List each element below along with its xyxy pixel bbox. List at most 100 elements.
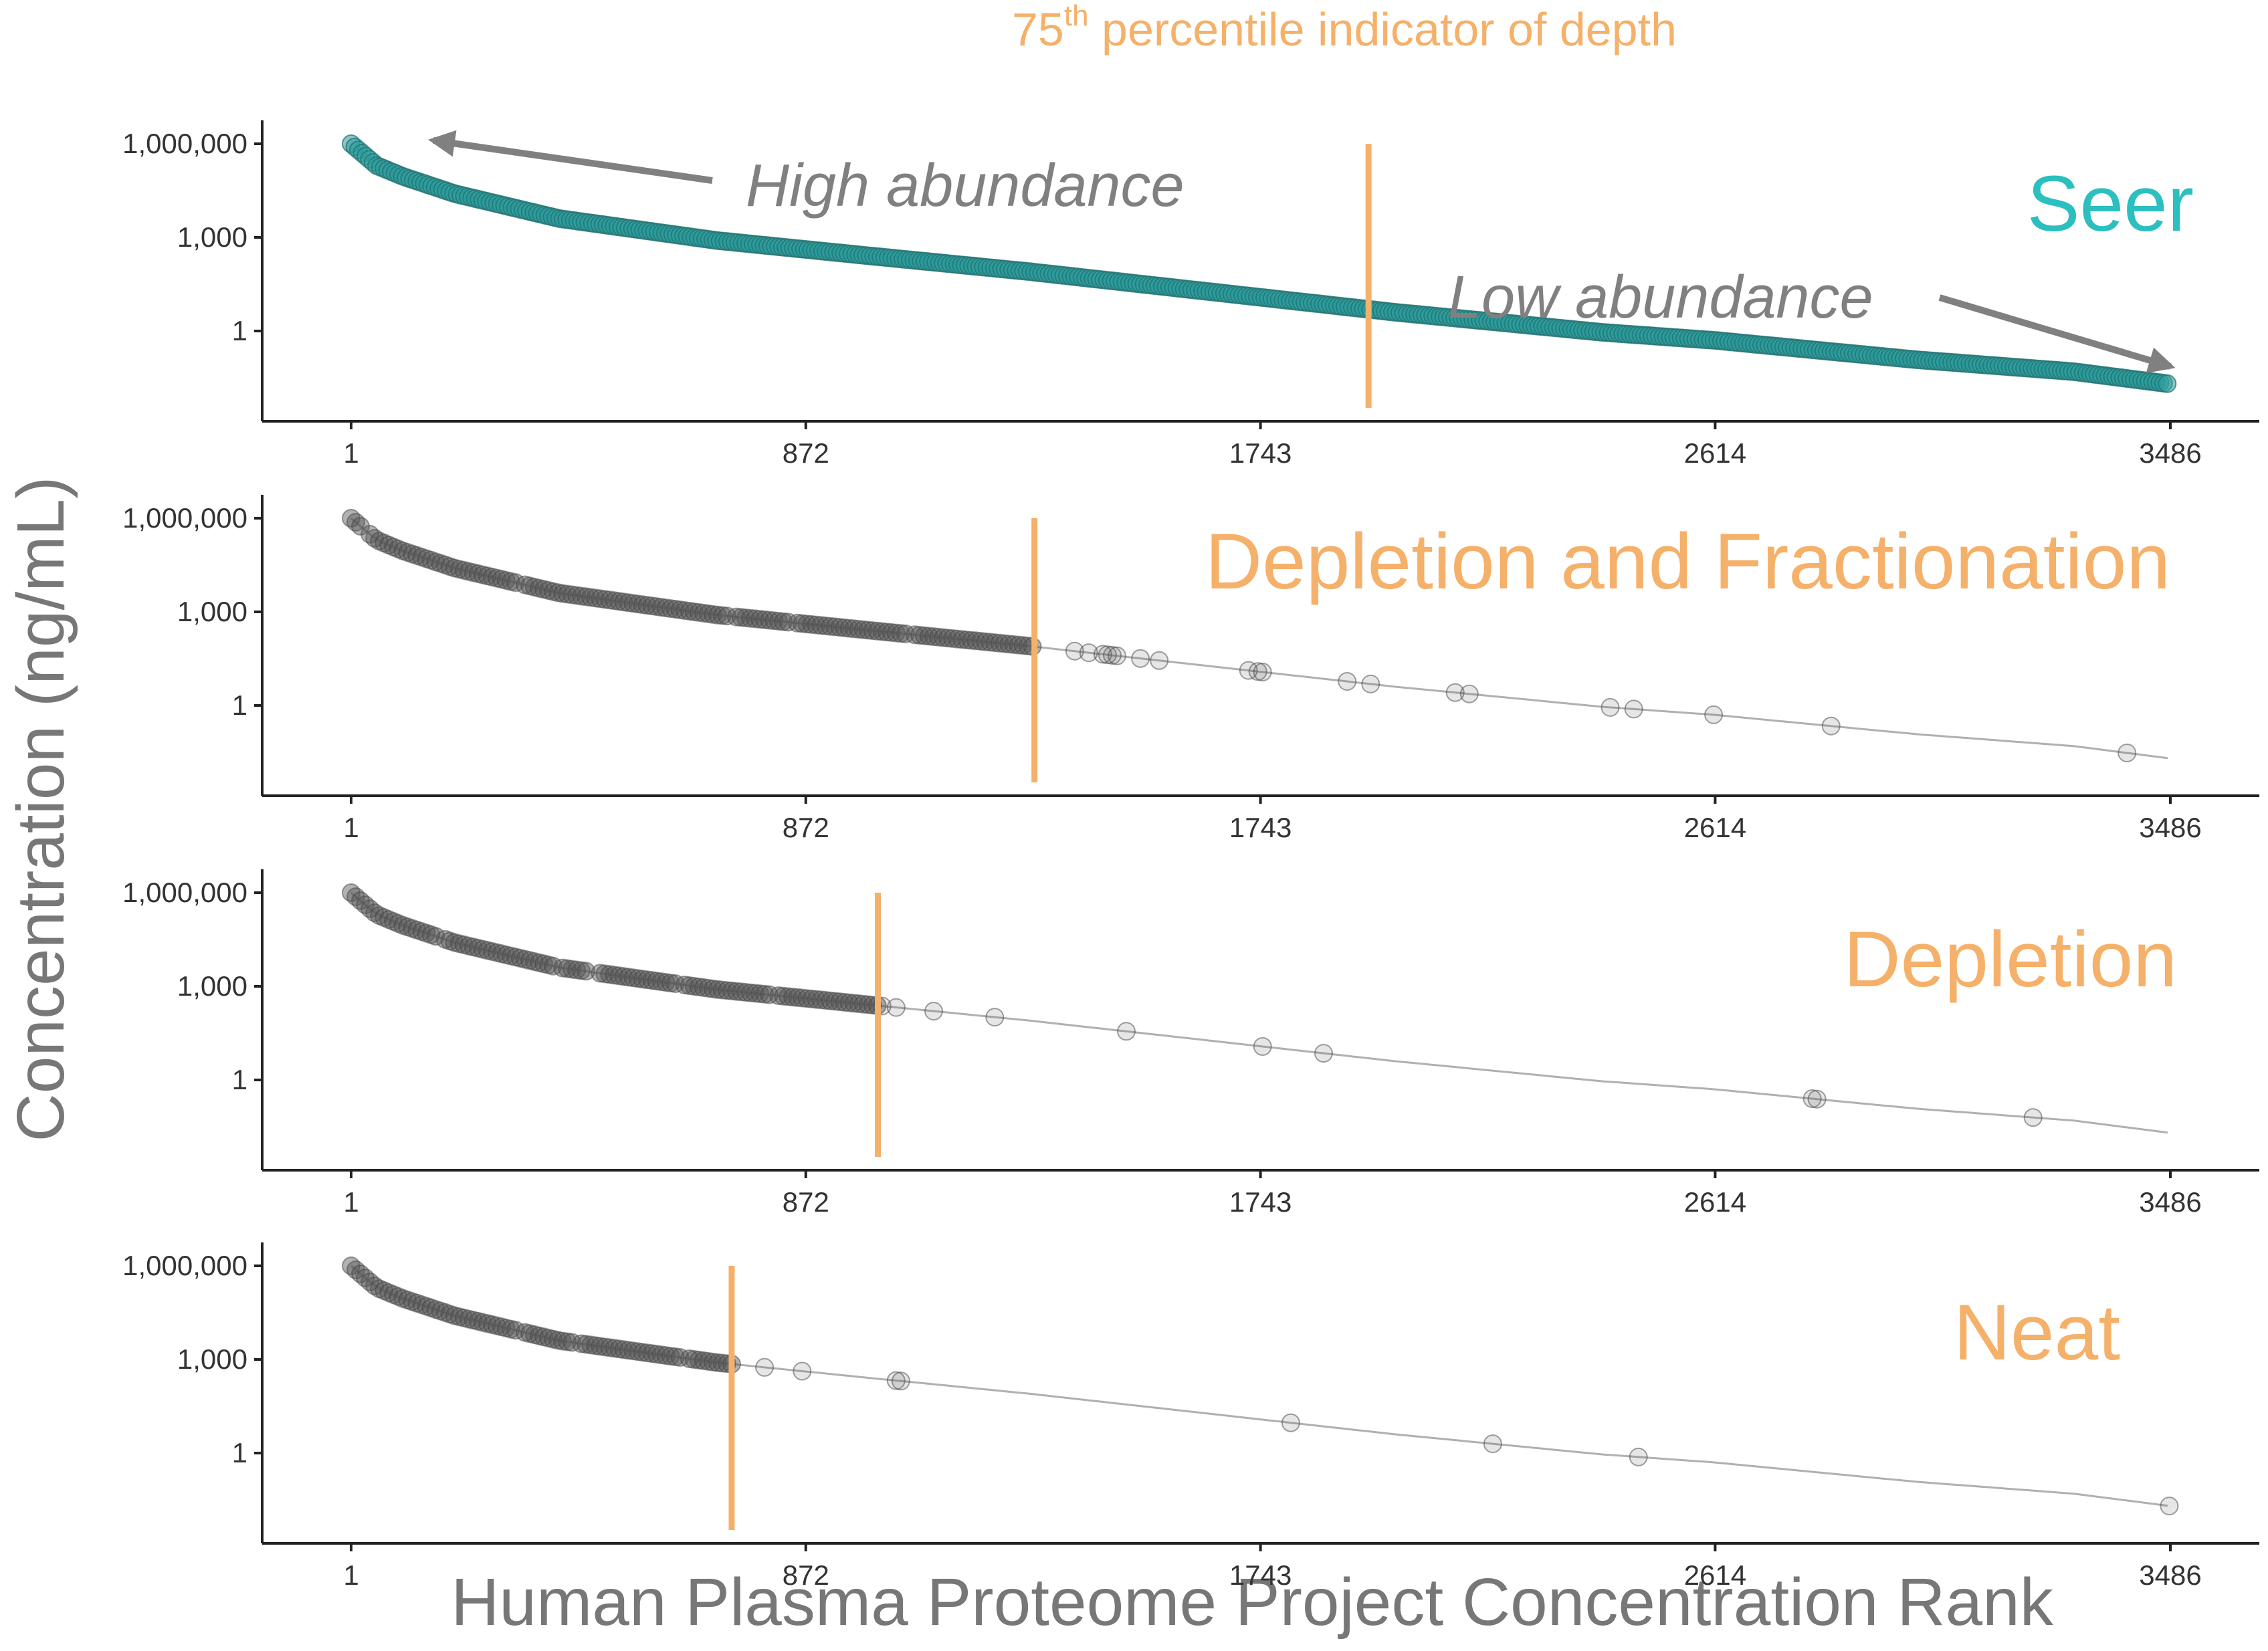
data-point xyxy=(872,622,892,641)
data-point xyxy=(750,610,770,629)
chart-title: 75th percentile indicator of depth xyxy=(1012,0,1677,56)
x-tick-label: 1743 xyxy=(1229,1559,1292,1591)
panel-seer: 1,000,000 1,000 1 1 872 1743 2614 3486 Seer xyxy=(122,120,2259,469)
data-point xyxy=(712,606,732,625)
y-axis-label: Concentration (ng/mL) xyxy=(3,477,78,1142)
data-point xyxy=(905,625,924,645)
data-point xyxy=(877,623,896,642)
data-points xyxy=(342,134,2177,393)
data-point xyxy=(769,612,789,631)
reference-curve xyxy=(350,891,2168,1134)
data-point xyxy=(722,981,741,1000)
panel-neat: 1,000,000 1,000 1 1 872 1743 2614 3486 Neat xyxy=(122,1242,2259,1591)
data-point xyxy=(779,987,798,1006)
data-point xyxy=(943,629,962,648)
data-point xyxy=(718,981,736,1000)
data-point xyxy=(774,612,793,631)
low-abundance-label: Low abundance xyxy=(1448,264,1873,331)
data-point xyxy=(708,605,727,625)
data-point xyxy=(863,621,882,641)
data-point xyxy=(807,615,826,635)
data-point xyxy=(1108,646,1126,665)
data-point xyxy=(665,974,685,993)
reference-curve xyxy=(350,517,2168,760)
data-point xyxy=(577,962,596,981)
data-point xyxy=(2160,1497,2179,1516)
data-point xyxy=(1253,1037,1272,1056)
data-point xyxy=(2118,744,2137,762)
x-tick-label: 2614 xyxy=(1684,437,1746,469)
data-point xyxy=(1445,683,1465,702)
data-point xyxy=(1821,716,1841,736)
data-point xyxy=(896,624,915,643)
x-tick-label: 1 xyxy=(343,812,358,843)
x-tick-label: 2614 xyxy=(1684,812,1746,843)
y-tick-label: 1,000 xyxy=(177,970,247,1002)
data-point xyxy=(962,631,981,650)
data-point xyxy=(779,613,798,632)
y-tick-label: 1,000,000 xyxy=(122,877,247,908)
data-point xyxy=(750,984,770,1004)
data-point xyxy=(952,630,972,649)
data-point xyxy=(816,617,835,635)
y-tick-label: 1,000 xyxy=(177,221,247,253)
data-point xyxy=(755,984,775,1004)
data-points xyxy=(342,509,2137,762)
data-point xyxy=(1065,641,1084,661)
data-point xyxy=(915,626,934,645)
data-point xyxy=(1098,645,1117,665)
data-point xyxy=(755,1357,775,1377)
data-point xyxy=(1802,1089,1822,1108)
data-point xyxy=(835,618,854,637)
data-point xyxy=(910,626,929,645)
x-tick-label: 1 xyxy=(343,437,358,469)
data-point xyxy=(938,629,958,648)
data-point xyxy=(1093,645,1112,664)
data-point xyxy=(1629,1447,1648,1466)
data-point xyxy=(802,615,821,634)
data-point xyxy=(924,627,943,647)
data-point xyxy=(976,632,995,651)
data-point xyxy=(1004,635,1023,654)
data-point xyxy=(793,988,812,1008)
data-point xyxy=(637,1343,657,1363)
data-point xyxy=(966,631,986,651)
data-point xyxy=(732,982,750,1002)
data-point xyxy=(760,611,779,630)
x-tick-label: 2614 xyxy=(1684,1186,1746,1218)
data-point xyxy=(981,633,1000,652)
data-point xyxy=(1131,649,1150,668)
data-point xyxy=(637,970,657,990)
data-point xyxy=(825,992,845,1011)
data-point xyxy=(891,624,910,643)
data-point xyxy=(835,992,854,1012)
data-point xyxy=(1624,699,1643,719)
data-point xyxy=(971,632,991,651)
data-point xyxy=(849,994,868,1013)
data-point xyxy=(853,994,873,1014)
data-point xyxy=(811,990,831,1010)
data-point xyxy=(1248,662,1267,681)
data-point xyxy=(2023,1108,2043,1127)
data-point xyxy=(816,991,835,1010)
data-point xyxy=(999,635,1019,654)
data-point xyxy=(934,628,953,647)
data-point xyxy=(708,1353,727,1372)
data-point xyxy=(839,619,859,638)
data-point xyxy=(774,986,793,1006)
data-point xyxy=(1807,1089,1827,1109)
data-point xyxy=(844,994,863,1013)
data-point xyxy=(783,988,803,1007)
data-point xyxy=(769,986,789,1005)
data-point xyxy=(920,627,938,646)
y-tick-label: 1 xyxy=(232,1064,247,1095)
data-point xyxy=(995,634,1014,653)
data-point xyxy=(727,982,746,1001)
data-point xyxy=(1079,643,1098,663)
data-point xyxy=(619,593,638,613)
data-point xyxy=(821,617,840,636)
data-point xyxy=(929,627,948,647)
x-tick-label: 2614 xyxy=(1684,1559,1746,1591)
